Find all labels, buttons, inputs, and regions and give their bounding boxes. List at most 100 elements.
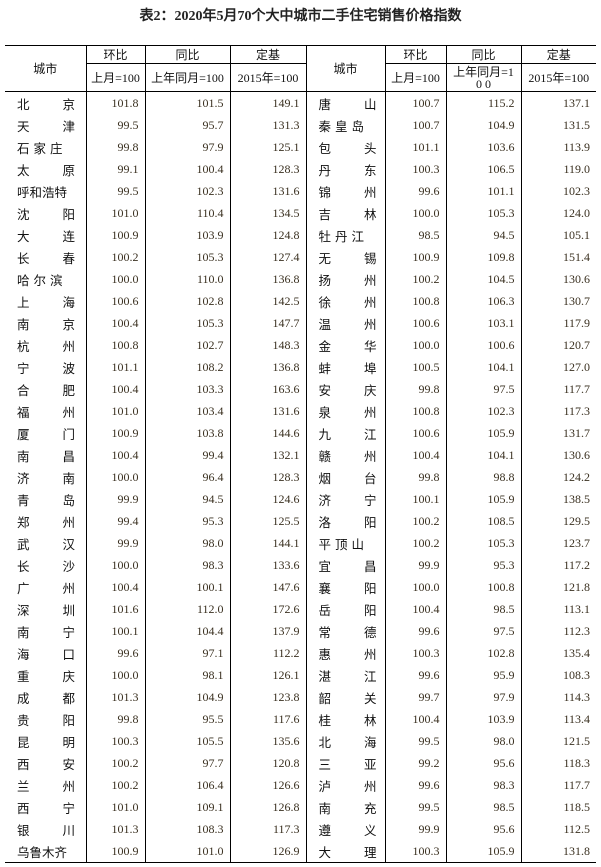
city-name: 成都 bbox=[5, 686, 86, 708]
base-value: 130.6 bbox=[520, 268, 596, 290]
table-row: 合肥 100.4 103.3 163.6 安庆 99.8 97.5 117.7 bbox=[5, 378, 596, 400]
mom-value: 100.4 bbox=[384, 708, 446, 730]
table-row: 太原 99.1 100.4 128.3 丹东 100.3 106.5 119.0 bbox=[5, 158, 596, 180]
yoy-value: 97.5 bbox=[445, 620, 521, 642]
yoy-value: 104.1 bbox=[445, 444, 521, 466]
city-header-right: 城市 bbox=[305, 45, 385, 92]
mom-value: 100.6 bbox=[384, 312, 446, 334]
city-name-text: 徐州 bbox=[318, 294, 377, 310]
base-value: 123.7 bbox=[520, 532, 596, 554]
yoy-value: 104.4 bbox=[144, 620, 230, 642]
city-name-text: 无锡 bbox=[318, 250, 377, 266]
yoy-value: 98.5 bbox=[445, 598, 521, 620]
table-row: 石家庄 99.8 97.9 125.1 包头 101.1 103.6 113.9 bbox=[5, 136, 596, 158]
city-name-text: 常德 bbox=[318, 624, 377, 640]
table-row: 南昌 100.4 99.4 132.1 赣州 100.4 104.1 130.6 bbox=[5, 444, 596, 466]
city-name: 秦皇岛 bbox=[305, 114, 385, 136]
yoy-value: 94.5 bbox=[144, 488, 230, 510]
table-row: 沈阳 101.0 110.4 134.5 吉林 100.0 105.3 124.0 bbox=[5, 202, 596, 224]
city-name: 安庆 bbox=[305, 378, 385, 400]
mom-value: 99.8 bbox=[384, 378, 446, 400]
city-name: 南京 bbox=[5, 312, 86, 334]
base-value: 131.8 bbox=[520, 840, 596, 863]
city-name-text: 大连 bbox=[17, 228, 75, 244]
yoy-value: 110.4 bbox=[144, 202, 230, 224]
base-value: 131.6 bbox=[229, 180, 306, 202]
yoy-value: 105.9 bbox=[445, 840, 521, 863]
yoy-value: 108.2 bbox=[144, 356, 230, 378]
yoy-value: 106.3 bbox=[445, 290, 521, 312]
city-name-text: 大理 bbox=[318, 844, 377, 860]
city-name: 平顶山 bbox=[305, 532, 385, 554]
mom-value: 100.7 bbox=[384, 91, 446, 114]
mom-value: 99.9 bbox=[85, 532, 145, 554]
city-name-text: 重庆 bbox=[17, 668, 75, 684]
base-value: 112.2 bbox=[229, 642, 306, 664]
city-name: 南充 bbox=[305, 796, 385, 818]
city-name: 哈尔滨 bbox=[5, 268, 86, 290]
city-name: 襄阳 bbox=[305, 576, 385, 598]
yoy-value: 100.1 bbox=[144, 576, 230, 598]
yoy-value: 106.4 bbox=[144, 774, 230, 796]
city-name: 丹东 bbox=[305, 158, 385, 180]
base-value: 131.7 bbox=[520, 422, 596, 444]
city-name-text: 包头 bbox=[318, 140, 377, 156]
base-value: 126.6 bbox=[229, 774, 306, 796]
base-header: 定基 bbox=[229, 45, 306, 64]
mom-value: 100.0 bbox=[85, 554, 145, 576]
city-name-text: 北海 bbox=[318, 734, 377, 750]
city-name: 深圳 bbox=[5, 598, 86, 620]
city-name-text: 三亚 bbox=[318, 756, 377, 772]
city-name-text: 泸州 bbox=[318, 778, 377, 794]
base-value: 120.8 bbox=[229, 752, 306, 774]
city-name: 蚌埠 bbox=[305, 356, 385, 378]
mom-value: 99.9 bbox=[85, 488, 145, 510]
city-name-text: 洛阳 bbox=[318, 514, 377, 530]
mom-value: 100.2 bbox=[384, 510, 446, 532]
city-name: 徐州 bbox=[305, 290, 385, 312]
mom-value: 99.2 bbox=[384, 752, 446, 774]
base-value: 131.3 bbox=[229, 114, 306, 136]
mom-value: 100.2 bbox=[384, 532, 446, 554]
city-name: 惠州 bbox=[305, 642, 385, 664]
base-value: 151.4 bbox=[520, 246, 596, 268]
city-name-text: 呼和浩特 bbox=[17, 184, 68, 200]
base-value: 126.9 bbox=[229, 840, 306, 863]
city-name: 烟台 bbox=[305, 466, 385, 488]
base-value: 126.1 bbox=[229, 664, 306, 686]
table-row: 长沙 100.0 98.3 133.6 宜昌 99.9 95.3 117.2 bbox=[5, 554, 596, 576]
city-name: 北海 bbox=[305, 730, 385, 752]
mom-value: 100.3 bbox=[85, 730, 145, 752]
base-value: 147.7 bbox=[229, 312, 306, 334]
yoy-value: 99.4 bbox=[144, 444, 230, 466]
city-name: 吉林 bbox=[305, 202, 385, 224]
city-name-text: 遵义 bbox=[318, 822, 377, 838]
yoy-value: 103.9 bbox=[144, 224, 230, 246]
city-name: 常德 bbox=[305, 620, 385, 642]
mom-header-right: 环比 bbox=[384, 45, 446, 64]
table-row: 长春 100.2 105.3 127.4 无锡 100.9 109.8 151.4 bbox=[5, 246, 596, 268]
city-name-text: 天津 bbox=[17, 118, 75, 134]
yoy-value: 102.3 bbox=[445, 400, 521, 422]
base-value: 147.6 bbox=[229, 576, 306, 598]
mom-value: 101.1 bbox=[384, 136, 446, 158]
mom-value: 100.7 bbox=[384, 114, 446, 136]
city-name: 扬州 bbox=[305, 268, 385, 290]
yoy-value: 98.8 bbox=[445, 466, 521, 488]
base-value: 134.5 bbox=[229, 202, 306, 224]
mom-value: 100.4 bbox=[85, 576, 145, 598]
mom-value: 100.2 bbox=[85, 774, 145, 796]
yoy-subheader-right: 上年同月=10 0 bbox=[445, 63, 521, 92]
base-value: 117.6 bbox=[229, 708, 306, 730]
base-value: 118.3 bbox=[520, 752, 596, 774]
city-name: 韶关 bbox=[305, 686, 385, 708]
table-row: 西宁 101.0 109.1 126.8 南充 99.5 98.5 118.5 bbox=[5, 796, 596, 818]
yoy-value: 100.8 bbox=[445, 576, 521, 598]
base-value: 121.8 bbox=[520, 576, 596, 598]
yoy-value: 100.6 bbox=[445, 334, 521, 356]
city-name-text: 哈尔滨 bbox=[17, 272, 67, 288]
mom-subheader-right: 上月=100 bbox=[384, 63, 446, 92]
table-row: 深圳 101.6 112.0 172.6 岳阳 100.4 98.5 113.1 bbox=[5, 598, 596, 620]
city-name: 西宁 bbox=[5, 796, 86, 818]
table-row: 武汉 99.9 98.0 144.1 平顶山 100.2 105.3 123.7 bbox=[5, 532, 596, 554]
